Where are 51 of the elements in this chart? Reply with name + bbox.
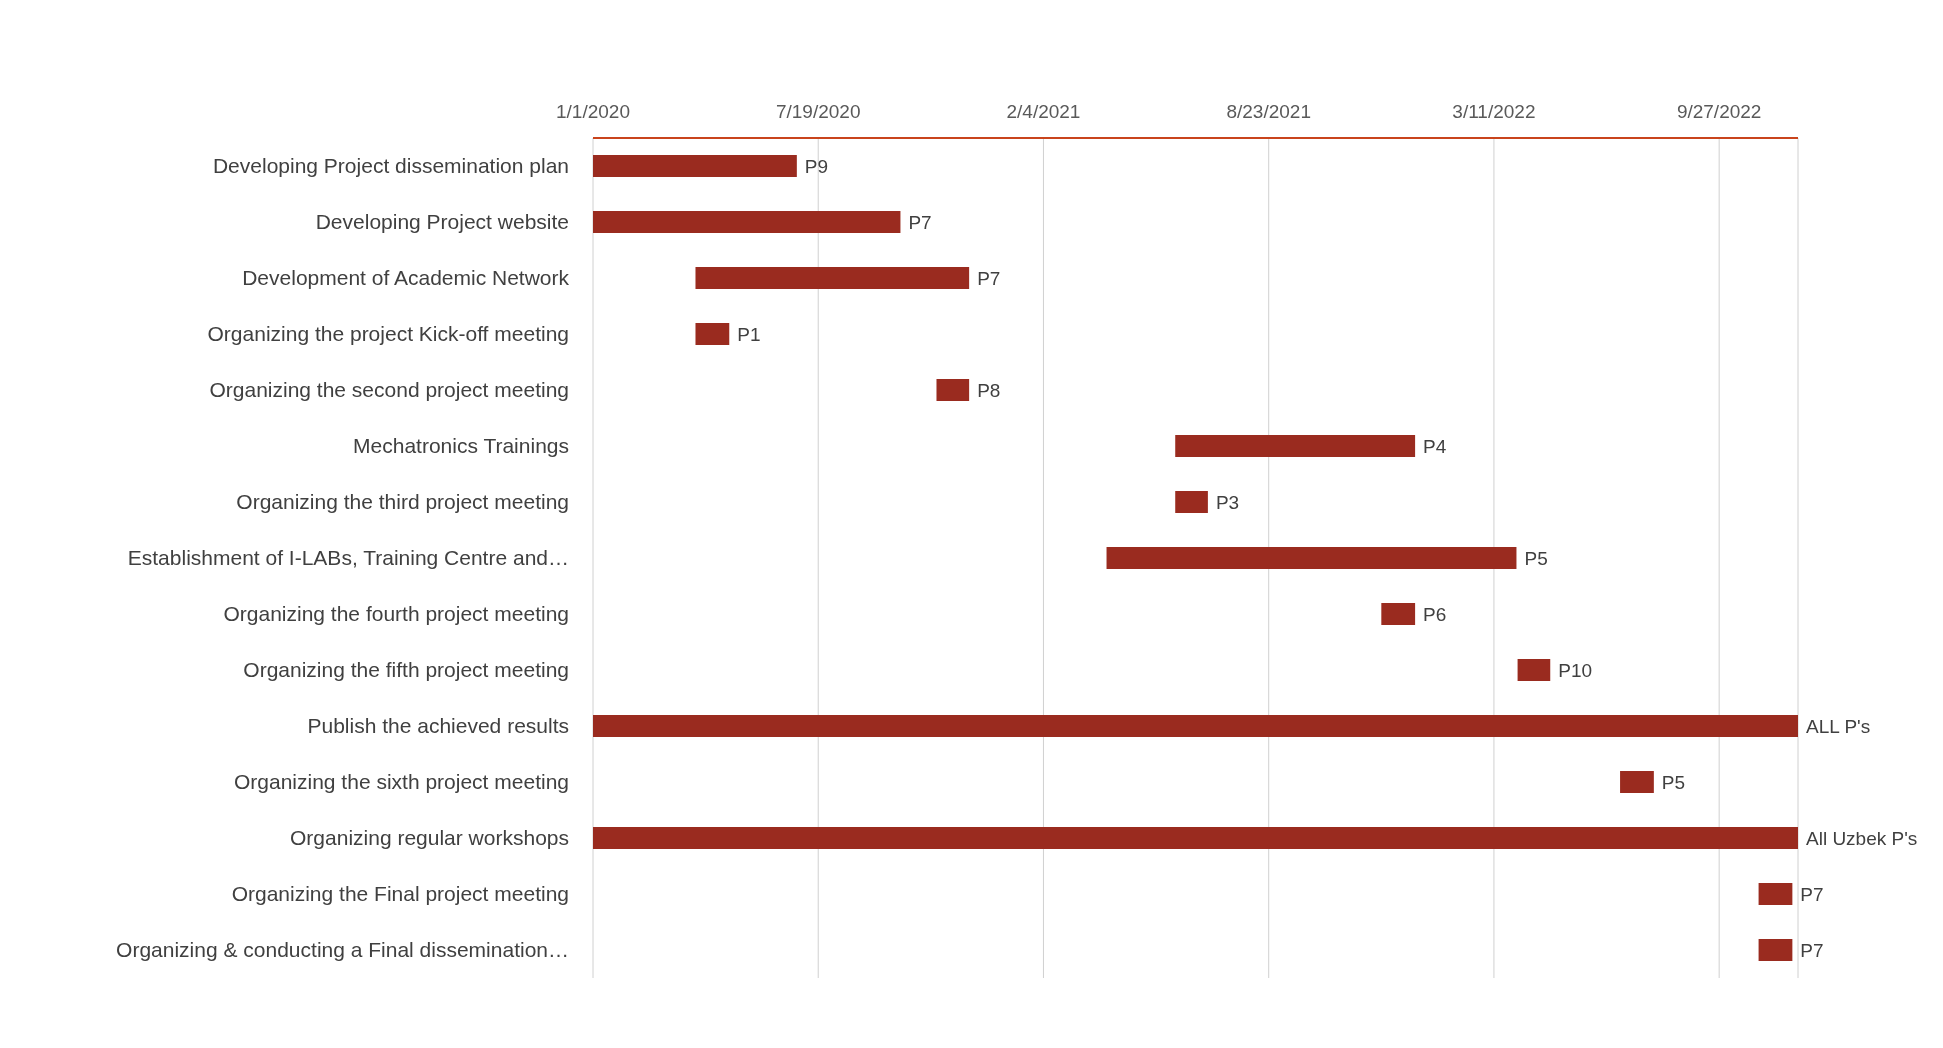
y-tick-label: Organizing the project Kick-off meeting (207, 322, 569, 346)
bar (593, 827, 1798, 849)
x-tick-label: 7/19/2020 (775, 101, 861, 122)
y-tick-label: Establishment of I-LABs, Training Centre and… (127, 546, 569, 570)
bar (1517, 659, 1551, 681)
data-label: P10 (1558, 659, 1593, 681)
bar (1758, 883, 1793, 905)
data-label: P7 (1800, 939, 1824, 961)
bar (593, 715, 1798, 737)
data-label: P7 (908, 211, 932, 233)
data-label: P8 (977, 379, 1001, 401)
x-tick-label: 8/23/2021 (1226, 101, 1311, 122)
data-label: P7 (1800, 883, 1824, 905)
data-label: P4 (1423, 435, 1447, 457)
bar (1106, 547, 1517, 569)
data-label: P9 (804, 155, 829, 177)
data-label: P3 (1215, 491, 1240, 513)
y-tick-label: Development of Academic Network (242, 266, 570, 290)
bar (593, 211, 901, 233)
y-tick-label: Organizing regular workshops (290, 826, 569, 850)
y-tick-label: Organizing & conducting a Final dissemination… (116, 938, 569, 962)
bar (1381, 603, 1416, 625)
data-label: P7 (977, 267, 1001, 289)
data-label: All Uzbek P's (1806, 827, 1918, 849)
bar (936, 379, 970, 401)
data-label: P1 (737, 323, 761, 345)
x-tick-label: 9/27/2022 (1676, 101, 1762, 122)
bar (1175, 491, 1208, 513)
data-label: ALL P's (1806, 715, 1871, 737)
y-tick-label: Organizing the sixth project meeting (233, 770, 569, 794)
y-tick-label: Developing Project dissemination plan (212, 154, 569, 178)
bar (695, 267, 970, 289)
bar (1620, 771, 1654, 793)
bar (695, 323, 730, 345)
y-tick-label: Organizing the fourth project meeting (223, 602, 569, 626)
bar (1175, 435, 1416, 457)
x-tick-label: 2/4/2021 (1006, 101, 1081, 122)
y-tick-label: Organizing the Final project meeting (231, 882, 569, 906)
x-tick-label: 1/1/2020 (556, 101, 630, 122)
data-label: P5 (1524, 547, 1548, 569)
y-tick-label: Organizing the third project meeting (236, 490, 569, 514)
x-tick-label: 3/11/2022 (1452, 101, 1536, 122)
data-label: P6 (1423, 603, 1447, 625)
bar (1758, 939, 1793, 961)
y-tick-label: Publish the achieved results (307, 714, 569, 738)
y-tick-label: Organizing the fifth project meeting (243, 658, 569, 682)
y-tick-label: Developing Project website (315, 210, 569, 234)
y-tick-label: Organizing the second project meeting (209, 378, 569, 402)
data-label: P5 (1661, 771, 1686, 793)
bar (593, 155, 797, 177)
y-tick-label: Mechatronics Trainings (353, 434, 569, 458)
